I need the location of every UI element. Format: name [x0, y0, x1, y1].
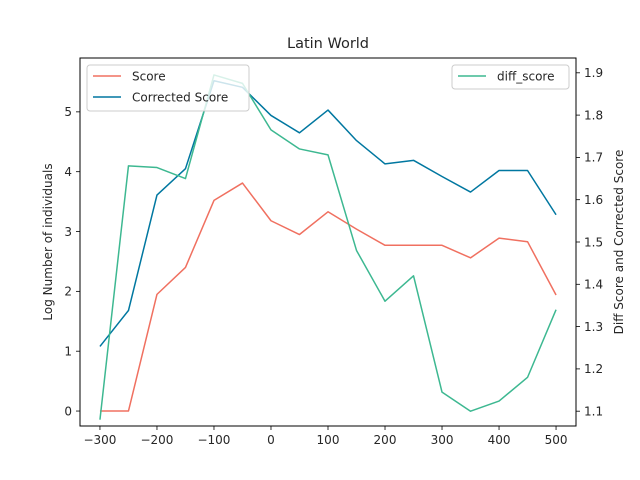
y-left-tick-label: 5 — [64, 105, 72, 119]
y-left-tick-label: 1 — [64, 345, 72, 359]
y-axis-label-left: Log Number of individuals — [41, 163, 55, 320]
y-left-tick-label: 2 — [64, 285, 72, 299]
y-right-tick-label: 1.6 — [584, 193, 603, 207]
y-right-tick-label: 1.2 — [584, 362, 603, 376]
y-right-tick-label: 1.3 — [584, 320, 603, 334]
x-tick-label: −100 — [197, 433, 230, 447]
legend-diff-score-label: diff_score — [497, 70, 554, 84]
y-right-tick-label: 1.7 — [584, 151, 603, 165]
y-axis-left: 0 1 2 3 4 5 — [64, 105, 80, 418]
y-axis-right: 1.1 1.2 1.3 1.4 1.5 1.6 1.7 1.8 1.9 — [576, 66, 603, 418]
legend-diff-score-frame — [451, 64, 570, 90]
y-left-tick-label: 0 — [64, 404, 72, 418]
y-right-tick-label: 1.5 — [584, 235, 603, 249]
plot-frame — [79, 57, 577, 427]
y-left-tick-label: 4 — [64, 165, 72, 179]
chart-title: Latin World — [287, 36, 369, 52]
y-left-tick-label: 3 — [64, 225, 72, 239]
x-axis: −300 −200 −100 0 100 200 300 400 500 — [83, 426, 567, 447]
y-right-tick-label: 1.9 — [584, 66, 603, 80]
y-right-tick-label: 1.4 — [584, 278, 603, 292]
y-axis-label-right: Diff Score and Corrected Score — [612, 150, 626, 335]
x-tick-label: 100 — [317, 433, 340, 447]
x-tick-label: 500 — [545, 433, 568, 447]
x-tick-label: −300 — [83, 433, 116, 447]
legend-diff-score: diff_score — [451, 64, 570, 90]
x-tick-label: −200 — [140, 433, 173, 447]
x-tick-label: 300 — [431, 433, 454, 447]
legend-score: Score Corrected Score — [86, 64, 250, 112]
series-line-diff-score — [99, 74, 557, 420]
x-tick-label: 200 — [374, 433, 397, 447]
series-line-score — [99, 182, 557, 412]
series-line-corrected-score — [99, 79, 557, 347]
x-tick-label: 0 — [267, 433, 275, 447]
x-tick-label: 400 — [488, 433, 511, 447]
plot-lines — [99, 74, 557, 420]
y-right-tick-label: 1.1 — [584, 404, 603, 418]
legend-score-label: Score — [132, 70, 166, 84]
y-right-tick-label: 1.8 — [584, 108, 603, 122]
legend-corrected-score-label: Corrected Score — [132, 91, 228, 105]
legend-score-frame — [86, 64, 250, 112]
